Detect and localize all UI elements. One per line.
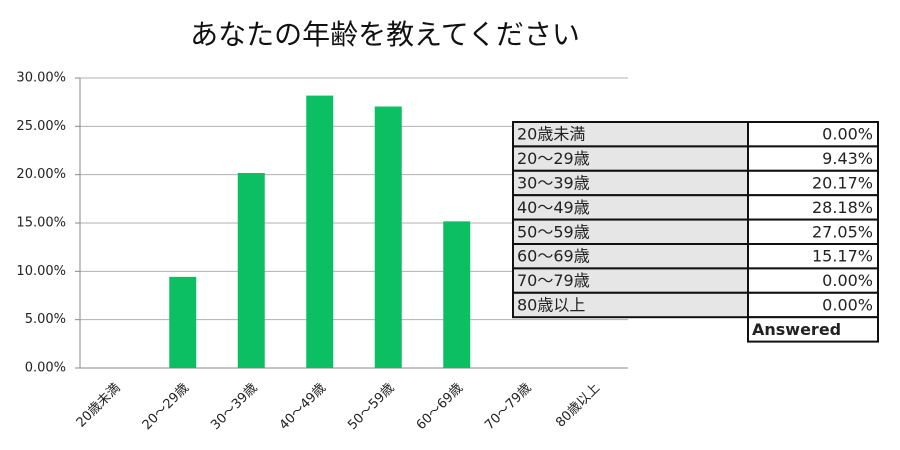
table-value-cell xyxy=(747,243,879,270)
x-tick-label: 50～59歳 xyxy=(345,381,397,433)
table-value-cell xyxy=(747,145,879,172)
x-tick-label: 60～69歳 xyxy=(414,381,466,433)
bar xyxy=(237,173,265,368)
x-tick-label: 20歳未満 xyxy=(74,381,124,431)
bar xyxy=(169,276,197,368)
table-value-cell xyxy=(747,291,879,319)
table-footer-cell xyxy=(747,316,879,343)
table-category: 60～69歳 xyxy=(517,247,590,266)
table-label-cell xyxy=(512,267,749,294)
bar xyxy=(443,221,471,368)
table-category: 30～39歳 xyxy=(517,174,590,193)
y-tick-label: 0.00% xyxy=(25,361,66,376)
y-tick-label: 25.00% xyxy=(16,119,66,134)
y-tick-label: 30.00% xyxy=(16,71,66,86)
table-category: 20～29歳 xyxy=(517,149,590,168)
table-category: 40～49歳 xyxy=(517,198,590,217)
table-value: 15.17% xyxy=(812,247,873,266)
table-label-cell xyxy=(512,169,749,197)
table-value: 0.00% xyxy=(822,296,873,315)
table-category: 50～59歳 xyxy=(517,222,590,241)
table-label-cell xyxy=(512,291,749,319)
table-value: 0.00% xyxy=(822,271,873,290)
y-tick-label: 5.00% xyxy=(25,312,66,327)
y-tick-label: 20.00% xyxy=(16,167,66,182)
x-tick-label: 40～49歳 xyxy=(277,381,329,433)
x-tick-label: 70～79歳 xyxy=(482,381,534,433)
y-tick-label: 15.00% xyxy=(16,216,66,231)
table-value-cell xyxy=(747,169,879,197)
table-category: 80歳以上 xyxy=(517,296,585,315)
table-value: 9.43% xyxy=(822,149,873,168)
table-label-cell xyxy=(512,194,749,221)
table-value: 0.00% xyxy=(822,125,873,144)
table-footer: Answered xyxy=(752,320,841,339)
bar xyxy=(306,95,334,369)
table-value: 28.18% xyxy=(812,198,873,217)
table-value: 27.05% xyxy=(812,222,873,241)
y-tick-label: 10.00% xyxy=(16,264,66,279)
table-value-cell xyxy=(747,267,879,294)
table-label-cell xyxy=(512,243,749,270)
chart-title: あなたの年齢を教えてください xyxy=(190,18,580,51)
table-category: 20歳未満 xyxy=(517,125,585,144)
table-category: 70～79歳 xyxy=(517,271,590,290)
x-tick-label: 80歳以上 xyxy=(553,381,603,431)
x-tick-label: 30～39歳 xyxy=(208,381,260,433)
x-tick-label: 20～29歳 xyxy=(140,381,192,433)
table-value: 20.17% xyxy=(812,174,873,193)
table-label-cell xyxy=(512,218,749,246)
bar xyxy=(374,106,402,369)
